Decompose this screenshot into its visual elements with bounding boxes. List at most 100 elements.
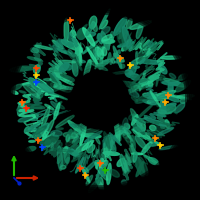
Ellipse shape [165, 120, 169, 129]
Ellipse shape [97, 33, 103, 40]
Ellipse shape [93, 50, 97, 57]
Ellipse shape [91, 47, 97, 60]
Ellipse shape [175, 103, 185, 113]
Ellipse shape [98, 178, 103, 189]
Ellipse shape [85, 131, 102, 142]
Ellipse shape [180, 98, 186, 103]
Ellipse shape [65, 147, 79, 157]
Ellipse shape [24, 127, 30, 133]
Ellipse shape [53, 111, 59, 116]
Ellipse shape [133, 152, 137, 162]
Ellipse shape [43, 78, 52, 80]
Ellipse shape [26, 147, 36, 151]
Ellipse shape [115, 18, 126, 35]
Ellipse shape [150, 142, 159, 146]
Ellipse shape [164, 78, 185, 87]
Ellipse shape [129, 114, 137, 120]
Ellipse shape [97, 53, 103, 65]
Ellipse shape [118, 42, 134, 47]
Ellipse shape [90, 16, 96, 28]
Ellipse shape [150, 74, 165, 80]
Ellipse shape [55, 102, 62, 107]
Ellipse shape [30, 48, 39, 53]
Ellipse shape [121, 29, 126, 51]
Ellipse shape [68, 49, 74, 57]
Ellipse shape [121, 180, 127, 185]
Ellipse shape [128, 62, 136, 76]
Ellipse shape [53, 73, 74, 85]
Ellipse shape [131, 74, 139, 80]
Ellipse shape [83, 167, 89, 173]
Ellipse shape [70, 124, 83, 128]
Ellipse shape [45, 139, 51, 147]
Ellipse shape [156, 62, 161, 86]
Ellipse shape [76, 157, 84, 173]
Ellipse shape [54, 103, 60, 120]
Ellipse shape [113, 130, 123, 138]
Ellipse shape [64, 51, 75, 56]
Ellipse shape [111, 58, 115, 64]
Ellipse shape [127, 80, 146, 94]
Ellipse shape [96, 178, 104, 190]
Ellipse shape [68, 121, 81, 132]
Ellipse shape [139, 157, 148, 176]
Ellipse shape [29, 78, 44, 93]
Ellipse shape [80, 123, 86, 145]
Ellipse shape [60, 165, 66, 169]
Ellipse shape [75, 124, 83, 134]
Ellipse shape [115, 119, 120, 143]
Ellipse shape [76, 24, 87, 37]
Ellipse shape [131, 135, 135, 152]
Ellipse shape [51, 101, 58, 108]
Ellipse shape [49, 69, 61, 72]
Ellipse shape [76, 47, 81, 65]
Ellipse shape [158, 127, 174, 135]
Ellipse shape [133, 124, 146, 139]
Ellipse shape [145, 71, 161, 85]
Ellipse shape [37, 83, 45, 97]
Ellipse shape [99, 9, 110, 29]
Ellipse shape [30, 78, 43, 93]
Ellipse shape [64, 18, 69, 43]
Ellipse shape [175, 80, 191, 92]
Ellipse shape [34, 45, 53, 50]
Ellipse shape [124, 123, 130, 129]
Ellipse shape [161, 80, 179, 83]
Ellipse shape [29, 140, 35, 142]
Ellipse shape [89, 16, 97, 28]
Ellipse shape [148, 76, 154, 83]
Ellipse shape [69, 132, 77, 142]
Ellipse shape [95, 162, 108, 180]
Ellipse shape [85, 161, 96, 172]
Ellipse shape [67, 129, 72, 141]
Ellipse shape [40, 128, 46, 138]
Ellipse shape [45, 84, 49, 90]
Ellipse shape [35, 80, 54, 94]
Ellipse shape [117, 33, 124, 44]
Ellipse shape [168, 81, 173, 94]
Ellipse shape [50, 73, 55, 77]
Ellipse shape [100, 20, 108, 29]
Ellipse shape [79, 128, 99, 135]
Ellipse shape [150, 91, 160, 107]
Ellipse shape [113, 46, 122, 68]
Ellipse shape [120, 128, 128, 138]
Ellipse shape [26, 133, 33, 137]
Ellipse shape [55, 44, 59, 51]
Ellipse shape [92, 22, 97, 32]
Ellipse shape [58, 63, 72, 70]
Ellipse shape [19, 91, 26, 93]
Ellipse shape [129, 73, 142, 87]
Ellipse shape [72, 152, 86, 162]
Ellipse shape [139, 79, 146, 84]
Ellipse shape [135, 136, 146, 149]
Ellipse shape [79, 124, 85, 138]
Ellipse shape [107, 163, 111, 185]
Ellipse shape [120, 64, 125, 68]
Ellipse shape [102, 32, 109, 49]
Ellipse shape [35, 83, 53, 91]
Ellipse shape [133, 84, 145, 91]
Ellipse shape [66, 136, 74, 146]
Ellipse shape [136, 157, 144, 176]
Ellipse shape [55, 84, 67, 91]
